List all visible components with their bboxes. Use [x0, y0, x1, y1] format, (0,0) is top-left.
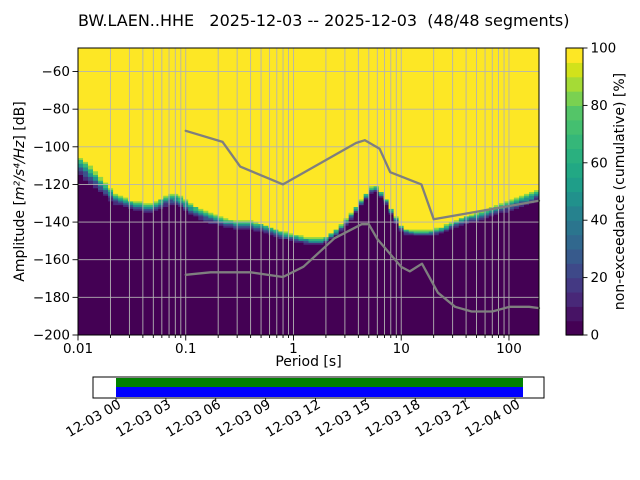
x-tick-label: 0.01	[63, 341, 93, 357]
y-tick-label: −160	[33, 252, 70, 268]
axes-frame	[77, 47, 540, 336]
colorbar-band	[566, 277, 583, 293]
colorbar-tick-label: 0	[591, 328, 600, 344]
colorbar-tick-label: 80	[591, 98, 608, 114]
y-tick-label: −140	[33, 215, 70, 231]
x-tick-label: 0.1	[175, 341, 196, 357]
timeline-tick-label: 12-03 00	[63, 397, 124, 441]
timeline-coverage-data	[116, 387, 523, 397]
y-tick-label: −100	[33, 139, 70, 155]
timeline-tick-label: 12-03 15	[313, 397, 374, 441]
noise-model-low-line	[184, 223, 541, 313]
colorbar-band	[566, 263, 583, 279]
plot-title: BW.LAEN..HHE 2025-12-03 -- 2025-12-03 (4…	[78, 11, 570, 30]
colorbar-band	[566, 148, 583, 164]
timeline-tick-label: 12-03 03	[113, 397, 174, 441]
timeline-tick-label: 12-03 06	[163, 397, 224, 441]
colorbar-band	[566, 320, 583, 336]
y-tick-label: −80	[42, 102, 71, 118]
colorbar-band	[566, 248, 583, 264]
ppsd-heatmap	[78, 48, 539, 335]
timeline-tick-label: 12-03 21	[413, 397, 474, 441]
y-tick-label: −60	[42, 64, 71, 80]
timeline-tick-label: 12-03 09	[213, 397, 274, 441]
axis-ticks	[72, 71, 510, 341]
x-tick-label: 100	[496, 341, 522, 357]
colorbar-band	[566, 234, 583, 250]
colorbar-tick-label: 100	[591, 41, 617, 57]
y-axis-label: Amplitude [m²/s⁴/Hz] [dB]	[12, 48, 28, 335]
timeline-coverage-segments	[116, 378, 523, 387]
colorbar-tick-label: 40	[591, 213, 608, 229]
noise-model-high-line	[184, 129, 541, 221]
axis-tick-labels: 0.01 0.1 1 10 100 −60 −80 −100 −120 −140 −160 −180 −…	[33, 64, 522, 357]
colorbar-band	[566, 205, 583, 221]
colorbar-tick-label: 20	[591, 270, 608, 286]
colorbar-band	[566, 62, 583, 78]
x-tick-label: 10	[393, 341, 410, 357]
colorbar-band	[566, 134, 583, 150]
y-tick-label: −120	[33, 177, 70, 193]
timeline-tick-label: 12-03 12	[263, 397, 324, 441]
colorbar-tick-label: 60	[591, 155, 608, 171]
colorbar-band	[566, 162, 583, 178]
timeline-frame	[92, 376, 545, 399]
colorbar-frame	[565, 47, 584, 336]
colorbar-band	[566, 105, 583, 121]
y-axis-label-prefix: Amplitude [	[12, 200, 28, 282]
colorbar-band	[566, 91, 583, 106]
grid	[78, 48, 539, 335]
y-tick-label: −180	[33, 290, 70, 306]
colorbar-band	[566, 191, 583, 207]
timeline-tick-label: 12-04 00	[462, 397, 523, 441]
colorbar-label: non-exceedance (cumulative) [%]	[612, 72, 628, 311]
y-tick-label: −200	[33, 328, 70, 344]
colorbar-band	[566, 306, 583, 322]
x-tick-label: 1	[289, 341, 298, 357]
colorbar-band	[566, 48, 583, 63]
x-axis-label: Period [s]	[275, 354, 342, 370]
colorbar-band	[566, 119, 583, 135]
colorbar-band	[566, 220, 583, 236]
y-axis-label-suffix: ] [dB]	[12, 101, 28, 141]
colorbar-band	[566, 177, 583, 193]
colorbar-band	[566, 291, 583, 307]
colorbar: 0 20 40 60 80 100	[565, 41, 617, 344]
colorbar-band	[566, 76, 583, 92]
timeline-tick-label: 12-03 18	[363, 397, 424, 441]
y-axis-label-math: m²/s⁴/Hz	[12, 140, 28, 201]
